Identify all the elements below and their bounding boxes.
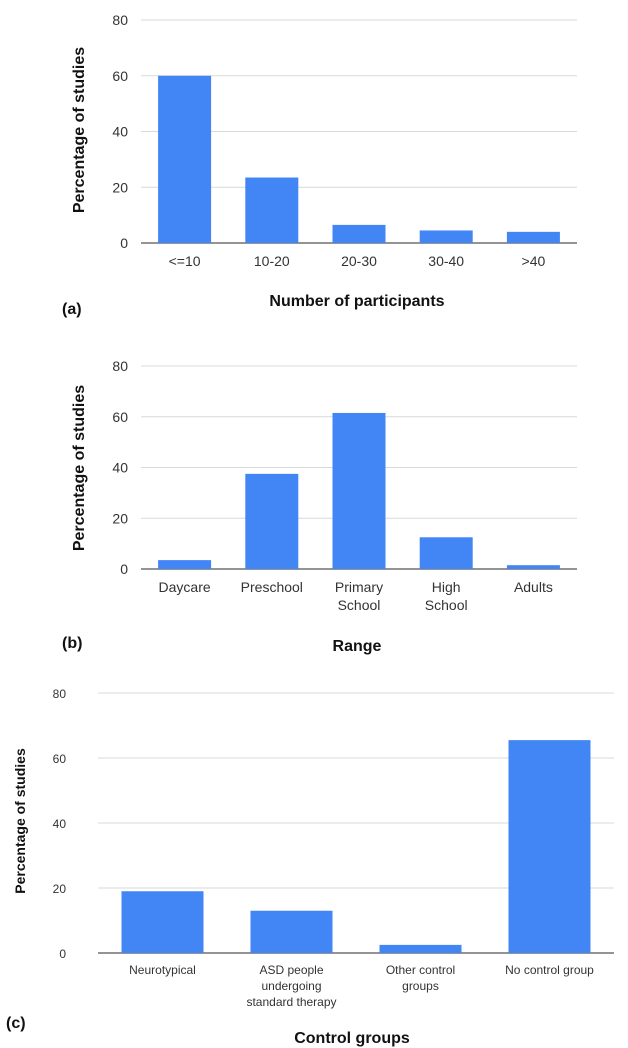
chart-c-category-label: Other control groups [386,963,455,993]
chart-a-category-label: <=10 [169,253,201,269]
chart-c-bar [121,891,204,953]
chart-a-ytick-label: 80 [112,12,128,28]
chart-c-bar [508,740,591,953]
chart-a: 0 20 40 60 80 Percentage of studies Number o… [62,12,577,318]
chart-c-xlabel: Control groups [294,1030,410,1047]
chart-b-category-label: High School [425,579,468,613]
chart-a-ytick-label: 0 [120,235,128,251]
chart-a-ytick-label: 60 [112,68,128,84]
chart-a-bar [158,75,212,243]
chart-b-ytick-label: 60 [112,409,128,425]
chart-c-ytick-label: 20 [53,882,67,896]
chart-c-category-label: Neurotypical [129,963,196,977]
chart-a-category-label: 10-20 [254,253,290,269]
chart-a-category-label: 30-40 [428,253,464,269]
chart-b-ylabel: Percentage of studies [71,385,88,551]
chart-b-ytick-label: 20 [112,510,128,526]
chart-b: 0 20 40 60 80 Percentage of studies Range (b… [62,358,577,655]
chart-c-ytick-label: 0 [59,947,66,961]
chart-a-panel-label: (a) [62,301,82,318]
chart-c-category-label: ASD people undergoing standard therapy [246,963,336,1009]
chart-b-category-label: Preschool [241,579,303,595]
chart-a-ytick-label: 20 [112,179,128,195]
chart-a-ytick-label: 40 [112,124,128,140]
chart-a-ylabel: Percentage of studies [71,47,88,213]
chart-b-category-label: Daycare [159,579,211,595]
chart-b-ytick-label: 80 [112,358,128,374]
chart-b-category-label: Adults [514,579,553,595]
chart-b-bar [332,412,386,569]
chart-b-xlabel: Range [333,638,382,655]
chart-a-category-label: >40 [522,253,546,269]
chart-c-ytick-label: 60 [53,752,67,766]
chart-b-category-label: Primary School [335,579,383,613]
chart-c-ytick-label: 80 [53,687,67,701]
chart-a-category-label: 20-30 [341,253,377,269]
chart-a-bar [419,230,473,243]
chart-c-category-label: No control group [505,963,594,977]
chart-a-xlabel: Number of participants [269,293,444,310]
chart-b-ytick-label: 40 [112,460,128,476]
chart-c-panel-label: (c) [6,1015,26,1032]
chart-b-bar [506,565,560,569]
chart-c-bar [379,944,462,953]
chart-b-bar [245,473,299,569]
chart-b-bar [419,537,473,569]
chart-a-bar [332,224,386,243]
chart-b-panel-label: (b) [62,635,82,652]
chart-c-bar [250,910,333,953]
chart-c-ylabel: Percentage of studies [12,748,28,894]
chart-c: 0 20 40 60 80 Percentage of studies Control … [6,687,614,1047]
chart-c-ytick-label: 40 [53,817,67,831]
chart-a-bar [245,177,299,243]
chart-b-bar [158,560,212,569]
chart-a-bar [506,231,560,243]
chart-b-ytick-label: 0 [120,561,128,577]
